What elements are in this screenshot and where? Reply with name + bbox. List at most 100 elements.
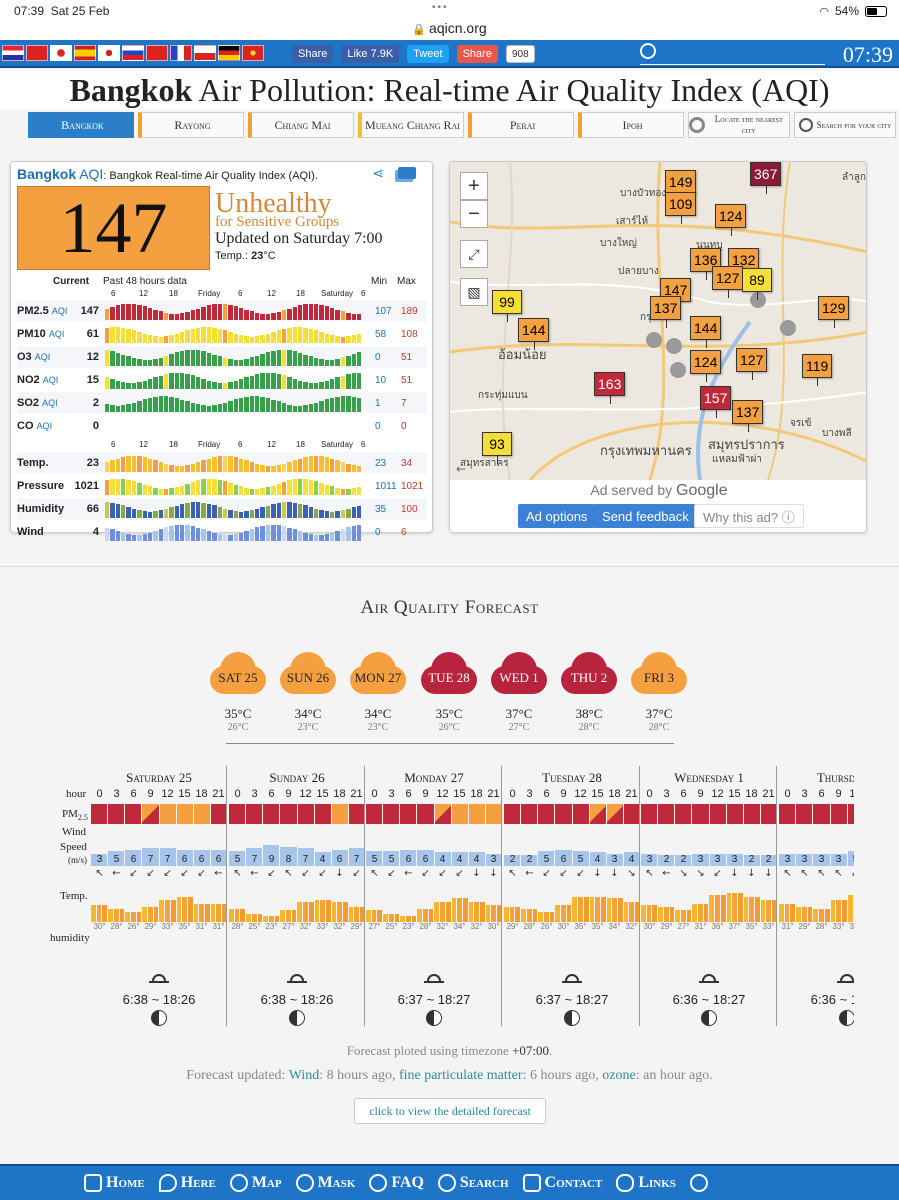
detailed-forecast-button[interactable]: click to view the detailed forecast [354, 1098, 546, 1124]
map-aqi-marker[interactable]: 149 [665, 170, 697, 202]
map-aqi-marker[interactable]: 163 [594, 372, 626, 404]
map-aqi-marker[interactable]: 127 [736, 348, 768, 380]
history-bars[interactable] [105, 500, 362, 518]
search-city-button[interactable]: Search for your city [794, 112, 896, 138]
city-tab-perai[interactable]: Perai [468, 112, 574, 138]
wind-link[interactable]: Wind [288, 1068, 320, 1083]
flag-icon-spain[interactable] [74, 45, 96, 61]
map-back-arrow-icon[interactable]: ← [456, 462, 467, 476]
url-bar[interactable]: 🔒 aqicn.org [412, 20, 487, 36]
forecast-day-cloud[interactable]: MON 27 [346, 648, 410, 694]
nav-mask[interactable]: Mask [295, 1174, 355, 1192]
send-feedback-button[interactable]: Send feedback [594, 504, 697, 528]
nav-home[interactable]: Home [84, 1174, 145, 1192]
flag-icon-vietnam[interactable] [242, 45, 264, 61]
map-aqi-marker[interactable]: 144 [690, 316, 722, 348]
locate-nearest-city-button[interactable]: Locate the nearest city [688, 112, 790, 138]
history-bar [174, 487, 180, 495]
wind-arrow-icon: ↙ [318, 868, 327, 879]
history-bar [238, 359, 244, 366]
pm-link[interactable]: fine particulate matter [398, 1068, 523, 1083]
map-aqi-marker[interactable]: 129 [818, 296, 850, 328]
history-bars[interactable] [105, 523, 362, 541]
map-zoom-in-button[interactable]: + [460, 172, 488, 200]
map-aqi-marker[interactable]: 144 [518, 318, 550, 350]
flag-icon-hongkong[interactable] [146, 45, 168, 61]
addthis-share-button[interactable]: Share [456, 45, 498, 63]
aqi-map[interactable]: บางบัวทอง เสาร์ไห้ บางใหญ่ ปลายบาง ลำลูก นนทบ… [450, 162, 866, 480]
forecast-day-cloud[interactable]: THU 2 [557, 648, 621, 694]
station-circle[interactable] [750, 292, 766, 308]
history-bars[interactable] [105, 394, 362, 412]
station-circle[interactable] [666, 338, 682, 354]
forecast-day-cloud[interactable]: SUN 26 [276, 648, 340, 694]
history-bars[interactable] [105, 302, 362, 320]
facebook-like-button[interactable]: Like 7.9K [341, 45, 400, 63]
nav-contact[interactable]: Contact [522, 1174, 602, 1192]
ozone-link[interactable]: ozone [602, 1068, 636, 1083]
forecast-day-cloud[interactable]: WED 1 [487, 648, 551, 694]
map-aqi-marker[interactable]: 124 [690, 350, 722, 382]
nav-map[interactable]: Map [229, 1174, 282, 1192]
station-circle[interactable] [780, 320, 796, 336]
map-aqi-marker[interactable]: 89 [742, 268, 772, 300]
map-aqi-marker[interactable]: 137 [732, 400, 764, 432]
history-bars[interactable] [105, 371, 362, 389]
city-tab-mueang-chiang-rai[interactable]: Mueang Chiang Rai [358, 112, 464, 138]
history-bar [346, 312, 351, 320]
map-zoom-out-button[interactable]: − [460, 200, 488, 228]
forecast-day-cloud[interactable]: SAT 25 [206, 648, 270, 694]
widget-icon[interactable] [398, 167, 416, 179]
map-aqi-marker[interactable]: 157 [700, 386, 732, 418]
ad-options-button[interactable]: Ad options [518, 504, 596, 528]
map-aqi-marker[interactable]: 109 [665, 192, 697, 224]
tweet-button[interactable]: Tweet [407, 45, 449, 63]
flag-icon-japan[interactable] [50, 45, 72, 61]
sunrise-icon [149, 970, 169, 984]
map-aqi-marker[interactable]: 99 [492, 290, 522, 322]
nav-here[interactable]: Here [158, 1174, 216, 1192]
search-icon[interactable] [640, 43, 656, 59]
history-bars[interactable] [105, 477, 362, 495]
nav-links[interactable]: Links [616, 1174, 676, 1192]
history-bars[interactable] [105, 325, 362, 343]
top-search-input[interactable] [640, 43, 825, 65]
flag-icon-poland[interactable] [194, 45, 216, 61]
facebook-share-button[interactable]: Share [292, 45, 334, 63]
map-aqi-marker[interactable]: 119 [802, 354, 833, 386]
city-tab-ipoh[interactable]: Ipoh [578, 112, 684, 138]
flag-icon-china[interactable] [26, 45, 48, 61]
flag-icon-lang-1[interactable] [2, 45, 24, 61]
history-bars[interactable] [105, 417, 361, 435]
why-this-ad-button[interactable]: Why this ad? ⓘ [694, 504, 804, 528]
city-tab-rayong[interactable]: Rayong [138, 112, 244, 138]
share-icon[interactable]: ⋖ [372, 166, 384, 182]
flag-icon-france[interactable] [170, 45, 192, 61]
flag-icon-russia[interactable] [122, 45, 144, 61]
station-circle[interactable] [670, 362, 686, 378]
map-layers-icon[interactable]: ▧ [460, 278, 488, 306]
nav-settings[interactable] [689, 1174, 708, 1192]
map-aqi-marker[interactable]: 127 [712, 266, 744, 298]
city-tab-bangkok[interactable]: Bangkok [28, 112, 134, 138]
map-aqi-marker[interactable]: 137 [650, 296, 682, 328]
map-aqi-marker[interactable]: 93 [482, 432, 512, 464]
history-bars[interactable] [105, 454, 362, 472]
flag-icon-korea[interactable] [98, 45, 120, 61]
forecast-day-cloud[interactable]: FRI 3 [627, 648, 691, 694]
pollutant-label: SO2 AQI [17, 397, 58, 409]
map-fullscreen-icon[interactable]: ⤢ [460, 240, 488, 268]
map-aqi-marker[interactable]: 124 [715, 204, 747, 236]
nav-faq[interactable]: FAQ [369, 1174, 424, 1192]
forecast-day-cloud[interactable]: TUE 28 [417, 648, 481, 694]
station-circle[interactable] [646, 332, 662, 348]
map-aqi-marker[interactable]: 367 [750, 162, 782, 194]
city-tab-chiang-mai[interactable]: Chiang Mai [248, 112, 354, 138]
temp-bar [532, 908, 538, 922]
flag-icon-germany[interactable] [218, 45, 240, 61]
nav-search[interactable]: Search [437, 1174, 509, 1192]
map-aqi-marker[interactable]: 136 [690, 248, 722, 280]
history-bar [346, 488, 351, 495]
forecast-day-name: Saturday 25 [126, 770, 192, 785]
history-bars[interactable] [105, 348, 362, 366]
